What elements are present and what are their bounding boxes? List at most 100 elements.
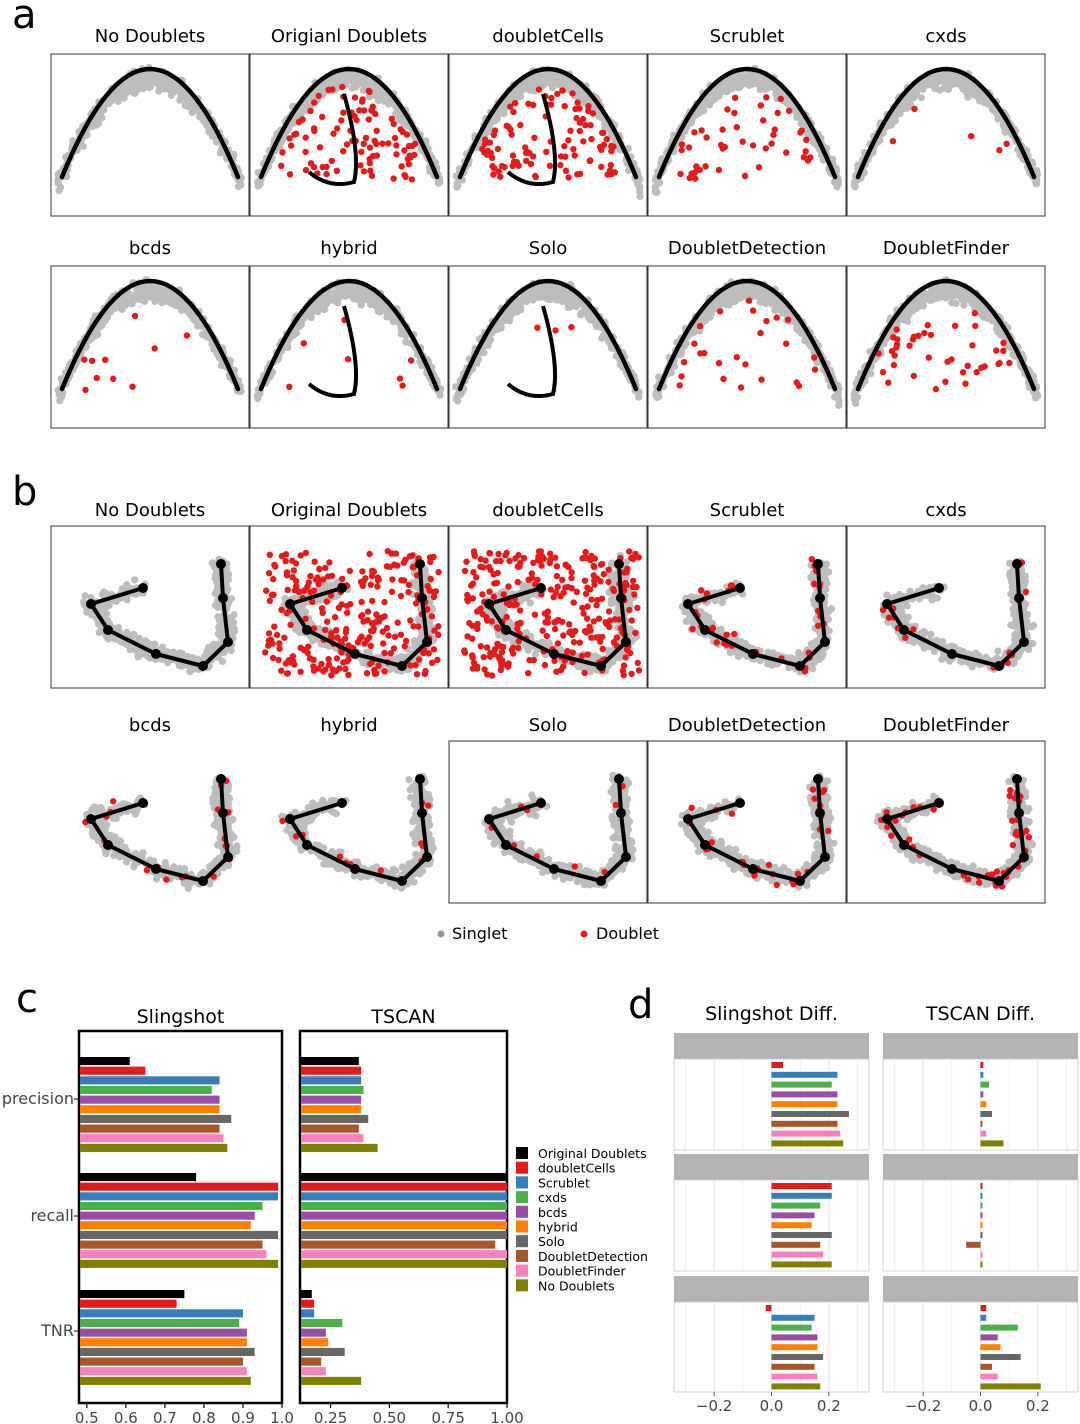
doublet-points <box>479 86 618 181</box>
bar-hybrid <box>980 1344 1001 1351</box>
lineage-node <box>417 808 427 818</box>
lineage-node <box>223 852 233 862</box>
bar-doubletdetection <box>301 1240 496 1249</box>
panel-title: DoubletFinder <box>883 715 1010 736</box>
facet-strip <box>674 1276 869 1302</box>
lineage-node <box>415 559 425 569</box>
lineage-node <box>820 637 830 647</box>
bar-no-doublets <box>301 1259 507 1268</box>
bar-original-doublets <box>80 1173 197 1182</box>
bar-no-doublets <box>980 1140 1004 1147</box>
bar-bcds <box>301 1211 507 1220</box>
panel-frame <box>846 53 1046 217</box>
lineage-node <box>216 774 226 784</box>
legend-singlet-label: Singlet <box>452 924 507 943</box>
lineage-node <box>815 808 825 818</box>
x-tick-label: 0.8 <box>192 1409 216 1424</box>
lineage-node <box>536 583 546 593</box>
bar-scrublet <box>301 1309 315 1318</box>
bar-solo <box>80 1230 279 1239</box>
bar-solo <box>80 1114 232 1123</box>
bar-doubletdetection <box>966 1241 981 1248</box>
trajectory-curve <box>656 278 838 392</box>
lineage-node <box>422 852 432 862</box>
lineage-panel: No Doublets <box>50 500 250 689</box>
bar-doubletcells <box>980 1062 984 1068</box>
bar-doubletdetection <box>771 1363 815 1370</box>
bar-doubletfinder <box>771 1251 824 1258</box>
lineage-node <box>218 593 228 603</box>
lineage-panel: cxds <box>846 500 1046 689</box>
doublet-points <box>677 94 814 182</box>
lineage-node <box>285 814 295 824</box>
panel-c: Slingshot 0.5 0.6 0.7 0.8 0.9 1.0 TSCAN 0.25 0.50… <box>2 1006 524 1424</box>
bar-bcds <box>980 1091 984 1098</box>
lineage-node <box>820 852 830 862</box>
trajectory-curve <box>59 278 241 392</box>
bar-chart: TSCAN 0.25 0.50 0.75 1.00 <box>298 1006 524 1424</box>
doublet-points <box>889 105 1010 154</box>
panel-letter-c: c <box>16 976 38 1022</box>
bar-doubletdetection <box>980 1120 983 1127</box>
legend-swatch <box>516 1279 528 1292</box>
bar-solo <box>980 1111 992 1117</box>
bar-cxds <box>771 1202 821 1209</box>
lineage-node <box>621 637 631 647</box>
lineage-node <box>700 840 710 850</box>
lineage-node <box>994 661 1004 671</box>
lineage-curve <box>686 778 827 883</box>
panel-letter-a: a <box>12 0 37 38</box>
x-tick-label: 0.2 <box>1026 1397 1050 1415</box>
bar-cxds <box>771 1081 832 1088</box>
panel-title: cxds <box>925 26 966 47</box>
lineage-panel: doubletCells <box>448 500 648 689</box>
singlet-legend-dot <box>437 930 445 938</box>
bar-cxds <box>80 1318 240 1328</box>
trajectory-curve <box>855 66 1037 180</box>
lineage-node <box>934 583 944 593</box>
lineage-node <box>198 661 208 671</box>
lineage-node <box>285 599 295 609</box>
lineage-panel: Solo <box>448 715 648 904</box>
bar-no-doublets <box>80 1259 279 1268</box>
x-tick-label: 0.6 <box>114 1409 138 1424</box>
panel-title: bcds <box>129 238 171 259</box>
panel-letter-b: b <box>12 469 37 515</box>
doublet-points <box>262 548 442 679</box>
lineage-node <box>223 637 233 647</box>
bar-doubletcells <box>301 1066 362 1075</box>
scatter-panel: bcds <box>50 238 250 429</box>
chart-title: Slingshot Diff. <box>705 1003 838 1025</box>
bar-doubletfinder <box>301 1134 364 1143</box>
bar-solo <box>771 1232 832 1238</box>
bar-original-doublets <box>301 1290 312 1299</box>
diff-chart: Slingshot Diff. −0.2 0.0 0.2 <box>673 1003 870 1415</box>
bar-scrublet <box>980 1071 984 1078</box>
bar-bcds <box>771 1334 818 1341</box>
bar-no-doublets <box>301 1143 378 1152</box>
bar-doubletfinder <box>301 1367 326 1376</box>
scatter-panel: DoubletFinder <box>846 238 1046 429</box>
lineage-curve <box>686 563 827 668</box>
panel-title: No Doublets <box>95 500 205 521</box>
trajectory-curve <box>59 66 241 180</box>
bar-scrublet <box>980 1314 987 1321</box>
lineage-node <box>621 852 631 862</box>
bar-doubletdetection <box>301 1124 359 1133</box>
panel-title: No Doublets <box>95 26 205 47</box>
bar-doubletdetection <box>980 1363 992 1370</box>
lineage-node <box>216 559 226 569</box>
lineage-node <box>1012 774 1022 784</box>
lineage-node <box>151 864 161 874</box>
panel-title: DoubletFinder <box>883 238 1010 259</box>
panel-frame <box>448 265 648 429</box>
lineage-node <box>795 661 805 671</box>
lineage-panel: Scrublet <box>647 500 847 689</box>
x-tick-label: 0.75 <box>431 1409 464 1424</box>
bar-doubletcells <box>80 1299 177 1308</box>
bar-doubletcells <box>80 1066 146 1075</box>
panel-frame <box>647 525 847 689</box>
bar-doubletcells <box>980 1183 983 1189</box>
bar-cxds <box>980 1324 1018 1331</box>
panel-frame <box>448 740 648 904</box>
